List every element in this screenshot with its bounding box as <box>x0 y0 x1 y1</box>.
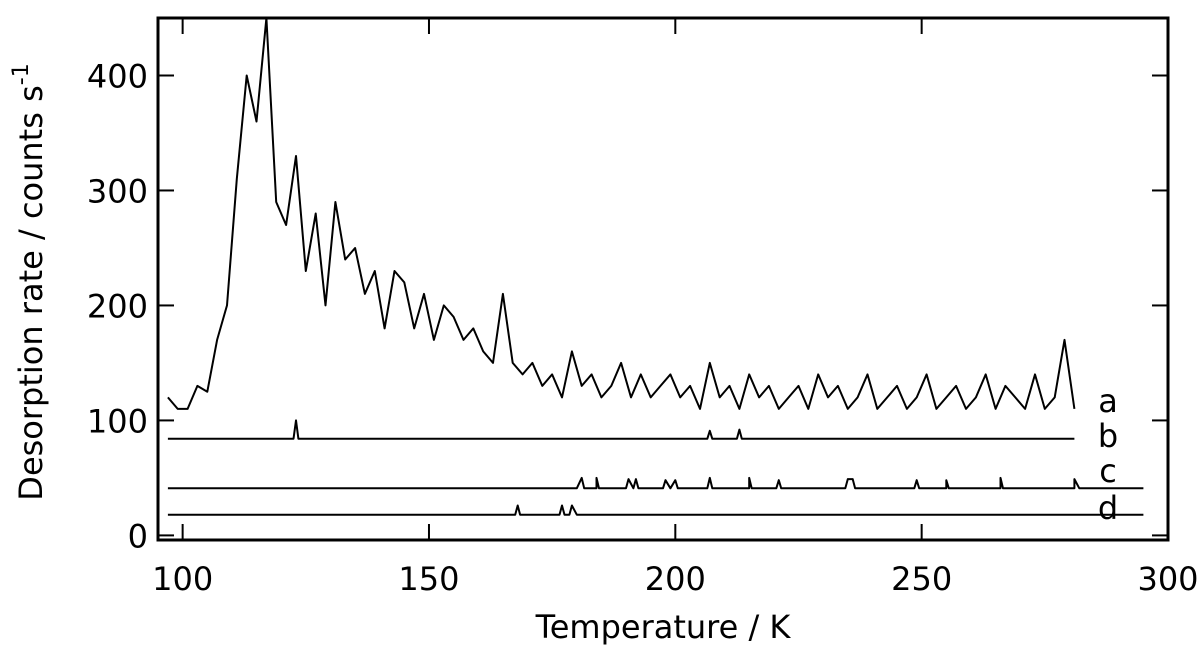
x-tick-label: 150 <box>398 560 459 598</box>
x-tick-label: 200 <box>645 560 706 598</box>
series-label: c <box>1099 452 1117 490</box>
y-tick-label: 400 <box>87 57 148 95</box>
y-tick-label: 200 <box>87 287 148 325</box>
x-tick-label: 250 <box>891 560 952 598</box>
x-tick-label: 300 <box>1137 560 1198 598</box>
plot-frame <box>156 16 1170 542</box>
y-tick-label: 100 <box>87 402 148 440</box>
y-tick-label: 300 <box>87 172 148 210</box>
series-line <box>167 504 1144 516</box>
x-axis-label: Temperature / K <box>535 608 792 646</box>
y-axis-label: Desorption rate / counts s-1 <box>9 63 50 500</box>
y-tick-label: 0 <box>128 517 148 555</box>
series-line <box>167 17 1076 410</box>
series-label: a <box>1098 382 1118 420</box>
x-tick-label: 100 <box>152 560 213 598</box>
series-label: b <box>1098 417 1118 455</box>
y-axis-label-superscript: -1 <box>9 63 34 85</box>
series-line <box>167 419 1075 440</box>
series-label: d <box>1098 489 1118 527</box>
y-axis-label-main: Desorption rate / counts s <box>12 85 50 500</box>
series-line <box>167 476 1144 490</box>
